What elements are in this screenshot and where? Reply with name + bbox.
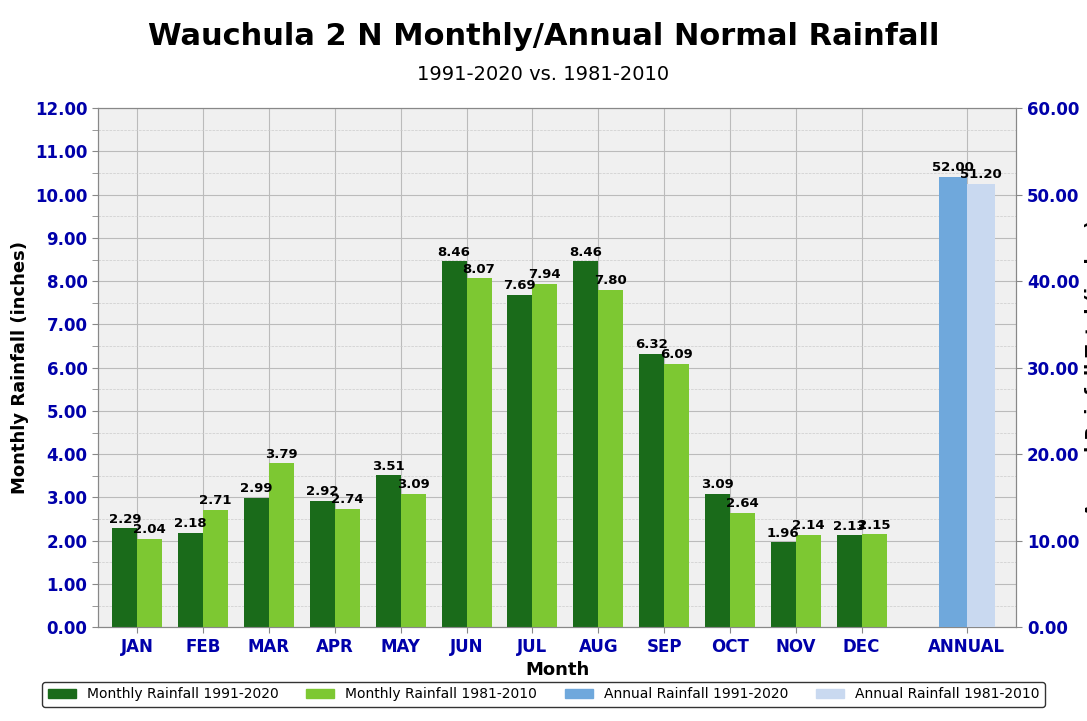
Text: 2.64: 2.64 [726, 497, 759, 510]
X-axis label: Month: Month [525, 661, 589, 679]
Bar [664, 364, 689, 627]
Bar [796, 535, 821, 627]
Text: 2.92: 2.92 [307, 485, 339, 498]
Text: 2.04: 2.04 [134, 523, 166, 536]
Text: 3.09: 3.09 [397, 478, 429, 491]
Text: 1.96: 1.96 [767, 527, 800, 540]
Bar [243, 498, 268, 627]
Text: 2.18: 2.18 [174, 518, 207, 531]
Text: 51.20: 51.20 [960, 168, 1001, 181]
Bar [837, 535, 862, 627]
Bar [466, 278, 491, 627]
Bar [508, 295, 533, 627]
Text: 3.51: 3.51 [372, 460, 404, 473]
Text: 8.46: 8.46 [570, 246, 602, 259]
Text: 2.74: 2.74 [332, 493, 364, 506]
Bar [598, 290, 623, 627]
Text: 2.15: 2.15 [858, 518, 890, 531]
Text: Wauchula 2 N Monthly/Annual Normal Rainfall: Wauchula 2 N Monthly/Annual Normal Rainf… [148, 22, 939, 50]
Bar [268, 464, 295, 627]
Text: 3.79: 3.79 [265, 448, 298, 461]
Bar [573, 261, 598, 627]
Text: 2.13: 2.13 [833, 520, 865, 533]
Text: 7.80: 7.80 [595, 274, 627, 287]
Legend: Monthly Rainfall 1991-2020, Monthly Rainfall 1981-2010, Annual Rainfall 1991-202: Monthly Rainfall 1991-2020, Monthly Rain… [42, 682, 1045, 707]
Text: 2.29: 2.29 [109, 513, 141, 526]
Text: 2.71: 2.71 [199, 495, 232, 508]
Bar [862, 534, 887, 627]
Text: 6.32: 6.32 [635, 338, 667, 351]
Text: 8.46: 8.46 [438, 246, 471, 259]
Text: 6.09: 6.09 [660, 348, 694, 361]
Bar [704, 494, 730, 627]
Text: 7.69: 7.69 [503, 279, 536, 292]
Bar [401, 494, 426, 627]
Text: 1991-2020 vs. 1981-2010: 1991-2020 vs. 1981-2010 [417, 65, 670, 84]
Bar [639, 354, 664, 627]
Text: 52.00: 52.00 [933, 161, 974, 174]
Bar [203, 510, 228, 627]
Text: 7.94: 7.94 [528, 268, 561, 281]
Bar [112, 528, 137, 627]
Bar [178, 533, 203, 627]
Bar [137, 539, 162, 627]
Text: 2.14: 2.14 [792, 519, 825, 532]
Bar [310, 501, 335, 627]
Y-axis label: Monthly Rainfall (inches): Monthly Rainfall (inches) [11, 242, 29, 494]
Y-axis label: Annual Rainfall Total (inches): Annual Rainfall Total (inches) [1085, 219, 1087, 516]
Bar [771, 542, 796, 627]
Bar [533, 284, 558, 627]
Bar [441, 261, 466, 627]
Text: 2.99: 2.99 [240, 482, 273, 495]
Bar [730, 513, 755, 627]
Bar [967, 185, 995, 627]
Text: 8.07: 8.07 [463, 262, 496, 275]
Bar [939, 177, 967, 627]
Text: 3.09: 3.09 [701, 478, 734, 491]
Bar [376, 475, 401, 627]
Bar [335, 509, 360, 627]
